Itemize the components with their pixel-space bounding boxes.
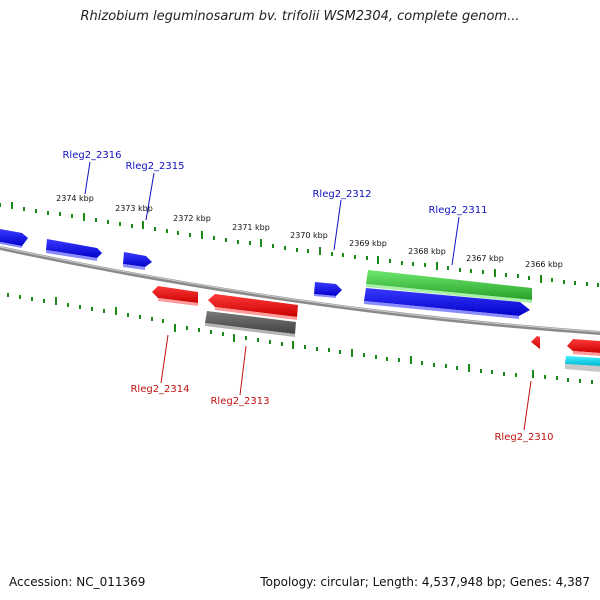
scale-label-2371: 2371 kbp — [232, 223, 270, 232]
leader-line-rleg2-2310 — [523, 380, 532, 431]
feature-green-shadow — [366, 284, 532, 303]
feature-gray-shadow — [205, 323, 295, 337]
gene-rleg2-2310[interactable] — [531, 336, 540, 349]
gene-shadow — [123, 264, 145, 270]
gene-shadow — [46, 250, 97, 261]
genome-backbone-highlight — [0, 246, 600, 333]
gene-label-rleg2-2316[interactable]: Rleg2_2316 — [62, 150, 121, 161]
gene-rleg2-2313[interactable] — [208, 294, 298, 317]
scale-label-2368: 2368 kbp — [408, 247, 446, 256]
feature-green-bar[interactable] — [366, 270, 532, 300]
gene-shadow — [364, 301, 519, 319]
scale-label-2374: 2374 kbp — [56, 194, 94, 203]
gene-forward-offscreen[interactable] — [0, 229, 28, 246]
scale-label-2367: 2367 kbp — [466, 254, 504, 263]
leader-line-rleg2-2312 — [333, 199, 342, 251]
gene-shadow — [158, 298, 198, 306]
genome-backbone — [0, 246, 600, 335]
leader-line-rleg2-2311 — [451, 216, 460, 266]
gene-label-rleg2-2314[interactable]: Rleg2_2314 — [130, 384, 189, 395]
gene-rleg2-2315[interactable] — [123, 252, 152, 267]
gene-label-rleg2-2312[interactable]: Rleg2_2312 — [312, 189, 371, 200]
feature-cyan-shadow — [565, 364, 600, 372]
reverse-strand-genes — [152, 286, 600, 356]
accession-text: Accession: NC_011369 — [9, 575, 146, 589]
scale-label-2366: 2366 kbp — [525, 260, 563, 269]
leader-line-rleg2-2316 — [84, 161, 91, 195]
gene-shadow — [314, 294, 336, 298]
gene-shadow — [573, 351, 600, 356]
scale-label-2373: 2373 kbp — [115, 204, 153, 213]
feature-cyan-bar[interactable] — [565, 356, 600, 366]
gene-label-rleg2-2311[interactable]: Rleg2_2311 — [428, 205, 487, 216]
feature-gray-bar[interactable] — [205, 311, 296, 334]
genome-summary-text: Topology: circular; Length: 4,537,948 bp… — [260, 575, 590, 589]
gene-rleg2-2312[interactable] — [314, 282, 342, 296]
gene-label-rleg2-2313[interactable]: Rleg2_2313 — [210, 396, 269, 407]
scale-label-2370: 2370 kbp — [290, 231, 328, 240]
gene-label-rleg2-2315[interactable]: Rleg2_2315 — [125, 161, 184, 172]
map-title: Rhizobium leguminosarum bv. trifolii WSM… — [80, 9, 520, 24]
scale-ticks-lower — [7, 293, 593, 384]
leader-line-rleg2-2313 — [239, 345, 247, 396]
gene-rleg2-2316[interactable] — [46, 239, 102, 258]
leader-line-rleg2-2314 — [160, 334, 169, 384]
gene-rleg2-2314[interactable] — [152, 286, 198, 303]
forward-strand-genes — [0, 229, 530, 319]
gene-label-rleg2-2310[interactable]: Rleg2_2310 — [494, 432, 553, 443]
leader-line-rleg2-2315 — [145, 172, 155, 221]
scale-ticks-upper — [0, 202, 599, 287]
gene-reverse-offscreen[interactable] — [567, 339, 600, 353]
gene-shadow — [0, 242, 22, 248]
gene-rleg2-2311[interactable] — [364, 288, 530, 316]
gene-shadow — [215, 307, 297, 320]
scale-label-2372: 2372 kbp — [173, 214, 211, 223]
scale-label-2369: 2369 kbp — [349, 239, 387, 248]
